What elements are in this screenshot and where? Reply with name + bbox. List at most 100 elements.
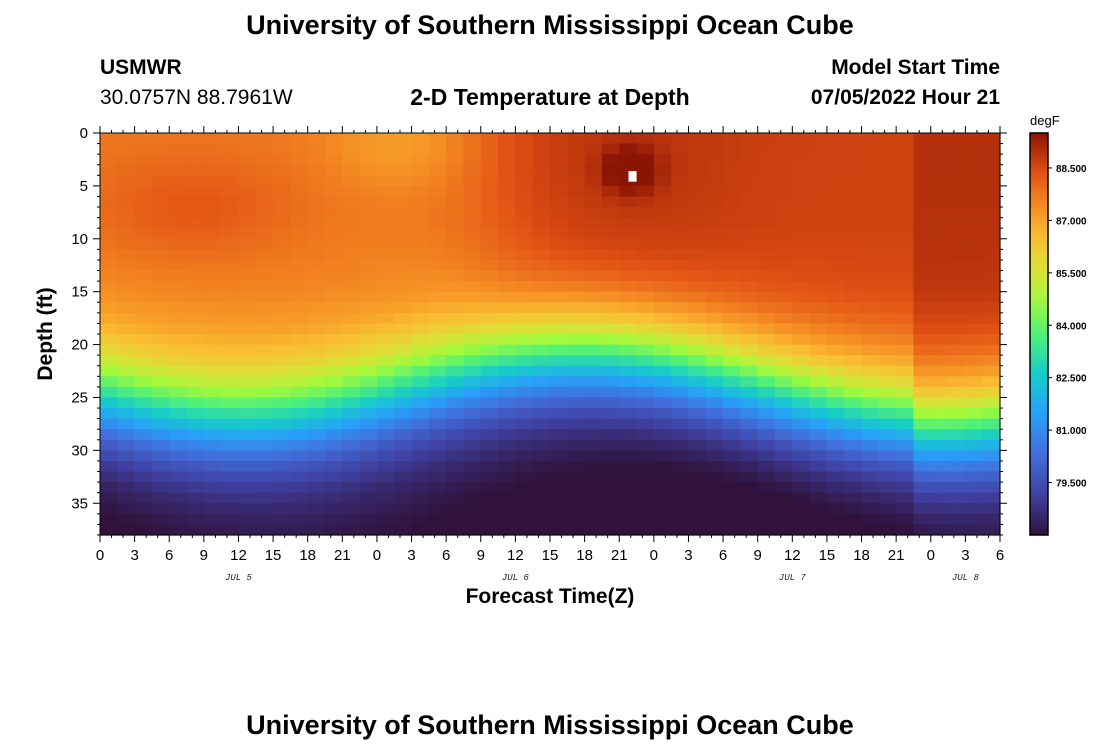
heatmap-cell xyxy=(653,492,672,504)
heatmap-cell xyxy=(532,302,551,314)
heatmap-cell xyxy=(982,302,1001,314)
heatmap-cell xyxy=(169,312,188,325)
heatmap-cell xyxy=(221,513,240,526)
heatmap-cell xyxy=(238,154,257,166)
heatmap-cell xyxy=(878,228,897,240)
heatmap-cell xyxy=(498,334,516,346)
heatmap-cell xyxy=(411,207,430,219)
heatmap-cell xyxy=(151,143,170,155)
heatmap-cell xyxy=(982,482,1001,494)
heatmap-cell xyxy=(151,302,170,314)
heatmap-cell xyxy=(723,334,741,346)
heatmap-cell xyxy=(117,513,136,526)
heatmap-cell xyxy=(325,460,343,473)
heatmap-cell xyxy=(757,503,776,515)
heatmap-cell xyxy=(342,185,361,198)
heatmap-cell xyxy=(809,344,828,356)
heatmap-cell xyxy=(757,217,776,229)
heatmap-cell xyxy=(619,482,638,494)
heatmap-cell xyxy=(653,175,672,187)
heatmap-cell xyxy=(411,471,430,483)
heatmap-cell xyxy=(636,154,655,166)
heatmap-cell xyxy=(515,408,534,420)
heatmap-cell xyxy=(342,143,361,155)
heatmap-cell xyxy=(844,503,863,515)
heatmap-cell xyxy=(134,376,153,388)
heatmap-cell xyxy=(169,238,188,250)
heatmap-cell xyxy=(653,365,672,377)
heatmap-cell xyxy=(203,439,222,451)
heatmap-cell xyxy=(740,228,759,240)
heatmap-cell xyxy=(688,323,707,335)
heatmap-cell xyxy=(342,334,361,346)
heatmap-cell xyxy=(705,408,724,420)
chart-title: 2-D Temperature at Depth xyxy=(410,84,690,110)
heatmap-cell xyxy=(861,471,880,483)
heatmap-cell xyxy=(325,259,343,272)
heatmap-cell xyxy=(307,355,326,367)
heatmap-cell xyxy=(705,334,724,346)
heatmap-cell xyxy=(757,302,776,314)
heatmap-cell xyxy=(636,482,655,494)
heatmap-cell xyxy=(221,270,240,282)
heatmap-cell xyxy=(601,249,620,261)
heatmap-cell xyxy=(878,185,897,198)
heatmap-cell xyxy=(653,249,672,261)
heatmap-cell xyxy=(792,291,811,303)
heatmap-cell xyxy=(550,175,568,187)
heatmap-cell xyxy=(325,196,343,208)
heatmap-cell xyxy=(394,281,413,293)
heatmap-cell xyxy=(826,355,845,367)
heatmap-cell xyxy=(463,185,482,198)
heatmap-cell xyxy=(325,397,343,409)
heatmap-cell xyxy=(896,334,915,346)
heatmap-cell xyxy=(982,471,1001,483)
heatmap-cell xyxy=(930,408,949,420)
heatmap-cell xyxy=(723,281,741,293)
heatmap-cell xyxy=(446,482,465,494)
heatmap-cell xyxy=(584,450,603,462)
heatmap-cell xyxy=(550,291,568,303)
heatmap-cell xyxy=(584,133,603,145)
heatmap-cell xyxy=(965,439,984,451)
heatmap-cell xyxy=(100,334,118,346)
heatmap-cell xyxy=(255,355,274,367)
heatmap-cell xyxy=(636,175,655,187)
heatmap-cell xyxy=(515,154,534,166)
heatmap-cell xyxy=(498,217,516,229)
heatmap-cell xyxy=(601,450,620,462)
heatmap-cell xyxy=(550,143,568,155)
heatmap-cell xyxy=(688,196,707,208)
heatmap-cell xyxy=(844,185,863,198)
heatmap-cell xyxy=(515,386,534,399)
heatmap-cell xyxy=(238,207,257,219)
heatmap-cell xyxy=(411,365,430,377)
heatmap-cell xyxy=(567,185,586,198)
heatmap-cell xyxy=(861,281,880,293)
heatmap-cell xyxy=(809,513,828,526)
heatmap-cell xyxy=(169,217,188,229)
heatmap-cell xyxy=(948,133,966,145)
heatmap-cell xyxy=(376,429,395,441)
heatmap-cell xyxy=(342,270,361,282)
heatmap-cell xyxy=(394,302,413,314)
heatmap-cell xyxy=(117,365,136,377)
heatmap-cell xyxy=(896,249,915,261)
heatmap-cell xyxy=(930,207,949,219)
heatmap-cell xyxy=(844,334,863,346)
heatmap-cell xyxy=(965,312,984,325)
heatmap-cell xyxy=(134,439,153,451)
heatmap-cell xyxy=(826,503,845,515)
heatmap-cell xyxy=(238,460,257,473)
heatmap-cell xyxy=(550,524,568,536)
heatmap-cell xyxy=(688,450,707,462)
heatmap-cell xyxy=(255,196,274,208)
heatmap-cell xyxy=(169,397,188,409)
heatmap-cell xyxy=(930,133,949,145)
heatmap-cell xyxy=(463,133,482,145)
heatmap-cell xyxy=(723,207,741,219)
heatmap-cell xyxy=(446,408,465,420)
heatmap-cell xyxy=(619,133,638,145)
heatmap-cell xyxy=(498,302,516,314)
